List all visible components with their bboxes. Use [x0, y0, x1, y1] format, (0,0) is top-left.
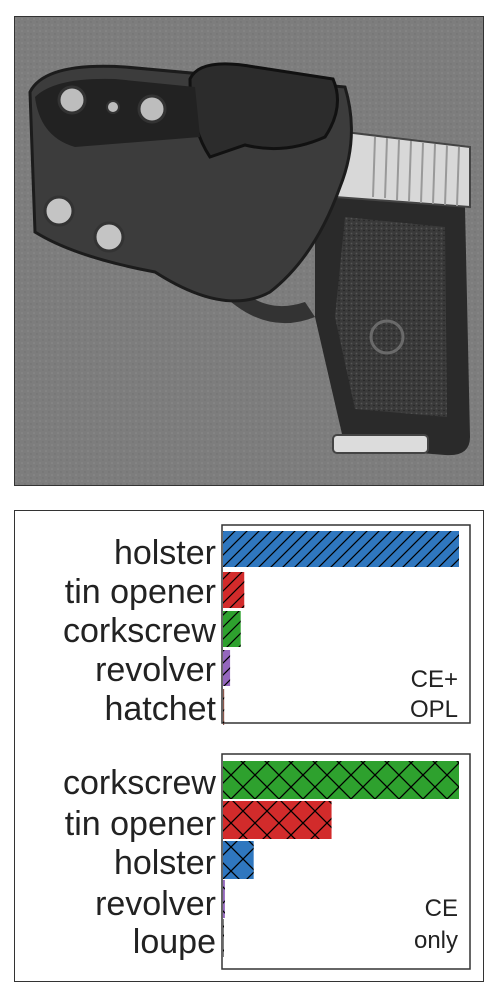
bar-hatch-loupe: [223, 919, 224, 957]
chart-panel: holster tin opener corkscrew revolver ha…: [14, 510, 484, 982]
grip-stipple: [335, 217, 447, 417]
holster-strap: [35, 78, 200, 147]
photo-panel: [14, 16, 484, 486]
slide-serrations: [372, 136, 460, 207]
chart-2-bars: [223, 761, 459, 957]
chart-2-category-label: loupe: [133, 923, 216, 961]
holster-screws: [43, 85, 167, 253]
chart-1-bars: [223, 531, 459, 725]
chart-1-category-label: hatchet: [104, 690, 216, 728]
chart-2-legend-line-2: only: [414, 927, 458, 954]
bar-charts: holster tin opener corkscrew revolver ha…: [63, 524, 471, 970]
chart-2-category-label: tin opener: [65, 805, 216, 843]
chart-1-legend-line-2: OPL: [410, 696, 458, 723]
bar-hatch-tin-opener: [223, 572, 245, 608]
bar-hatch-corkscrew: [223, 761, 459, 799]
bar-hatch-corkscrew: [223, 611, 241, 647]
chart-1-category-label: holster: [114, 534, 216, 572]
chart-2-category-label: corkscrew: [63, 764, 216, 802]
chart-1-legend-line-1: CE+: [411, 666, 458, 693]
bar-hatch-revolver: [223, 880, 225, 918]
bar-hatch-holster: [223, 531, 459, 567]
grip-logo: [369, 319, 405, 355]
magazine-base: [332, 434, 429, 454]
holster-photo: [15, 17, 483, 485]
chart-1-category-label: corkscrew: [63, 612, 216, 650]
bar-hatch-hatchet: [223, 689, 225, 725]
trigger-guard: [220, 277, 315, 324]
chart-2-legend-line-1: CE: [425, 895, 458, 922]
bar-hatch-revolver: [223, 650, 231, 686]
bar-hatch-tin-opener: [223, 801, 332, 839]
chart-1-category-label: tin opener: [65, 573, 216, 611]
chart-2-category-label: revolver: [95, 885, 216, 923]
bar-hatch-holster: [223, 841, 254, 879]
chart-1-category-label: revolver: [95, 651, 216, 689]
chart-2-category-label: holster: [114, 844, 216, 882]
